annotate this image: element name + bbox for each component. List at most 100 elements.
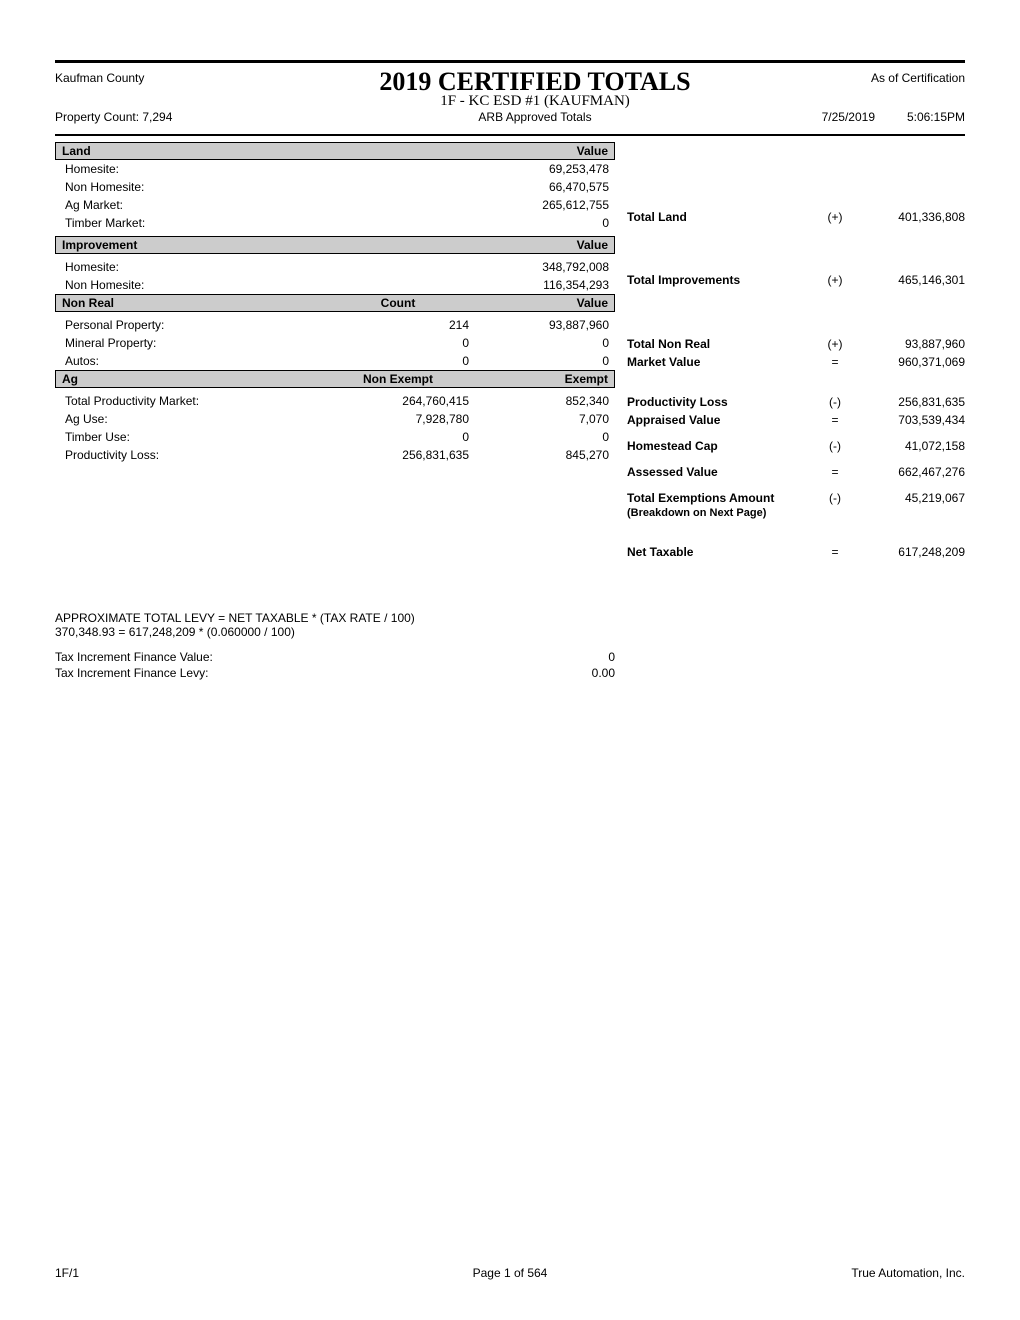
table-row: Mineral Property: 0 0 xyxy=(55,334,615,352)
row-label: Productivity Loss: xyxy=(65,448,329,462)
table-row: Non Homesite: 66,470,575 xyxy=(55,178,615,196)
row-value: 0 xyxy=(469,216,609,230)
levy-formula-1: APPROXIMATE TOTAL LEVY = NET TAXABLE * (… xyxy=(55,611,965,625)
exemption-sub: (Breakdown on Next Page) xyxy=(627,507,766,519)
table-row: Personal Property: 214 93,887,960 xyxy=(55,316,615,334)
report-page: Kaufman County 2019 CERTIFIED TOTALS As … xyxy=(0,0,1020,1320)
summary-value: 465,146,301 xyxy=(855,273,965,287)
summary-value: 617,248,209 xyxy=(855,545,965,559)
summary-value: 93,887,960 xyxy=(855,337,965,351)
row-label: Timber Use: xyxy=(65,430,329,444)
table-row: Timber Use: 0 0 xyxy=(55,428,615,446)
table-row: Total Productivity Market: 264,760,415 8… xyxy=(55,392,615,410)
summary-row: Appraised Value = 703,539,434 xyxy=(627,411,965,429)
row-exempt: 845,270 xyxy=(469,448,609,462)
summary-row: Net Taxable = 617,248,209 xyxy=(627,543,965,561)
summary-value: 45,219,067 xyxy=(855,491,965,519)
row-nonexempt: 7,928,780 xyxy=(329,412,469,426)
entity-name: 1F - KC ESD #1 (KAUFMAN) xyxy=(305,93,765,110)
row-nonexempt: 264,760,415 xyxy=(329,394,469,408)
row-label: Total Productivity Market: xyxy=(65,394,329,408)
row-exempt: 7,070 xyxy=(469,412,609,426)
row-value: 69,253,478 xyxy=(469,162,609,176)
summary-value: 662,467,276 xyxy=(855,465,965,479)
row-value: 66,470,575 xyxy=(469,180,609,194)
row-label: Homesite: xyxy=(65,162,469,176)
summary-op: (-) xyxy=(815,491,855,519)
summary-row: Productivity Loss (-) 256,831,635 xyxy=(627,393,965,411)
page-footer: 1F/1 Page 1 of 564 True Automation, Inc. xyxy=(55,1266,965,1280)
summary-label: Total Non Real xyxy=(627,337,815,351)
summary-value: 401,336,808 xyxy=(855,210,965,224)
non-real-header-label: Non Real xyxy=(62,296,328,310)
summary-op: (+) xyxy=(815,273,855,287)
row-value: 265,612,755 xyxy=(469,198,609,212)
row-label: Non Homesite: xyxy=(65,180,469,194)
table-row: Ag Market: 265,612,755 xyxy=(55,196,615,214)
levy-label: Tax Increment Finance Levy: xyxy=(55,666,455,680)
ag-header-label: Ag xyxy=(62,372,328,386)
summary-label: Productivity Loss xyxy=(627,395,815,409)
summary-label: Total Improvements xyxy=(627,273,815,287)
table-row: Ag Use: 7,928,780 7,070 xyxy=(55,410,615,428)
row-exempt: 852,340 xyxy=(469,394,609,408)
row-label: Timber Market: xyxy=(65,216,469,230)
levy-value: 0 xyxy=(455,650,615,664)
row-value: 116,354,293 xyxy=(469,278,609,292)
summary-op: (+) xyxy=(815,337,855,351)
row-count: 0 xyxy=(329,336,469,350)
row-value: 93,887,960 xyxy=(469,318,609,332)
summary-label: Total Land xyxy=(627,210,815,224)
ag-header-exempt: Exempt xyxy=(468,372,608,386)
summary-label: Total Exemptions Amount (Breakdown on Ne… xyxy=(627,491,815,519)
summary-op: = xyxy=(815,413,855,427)
table-row: Homesite: 348,792,008 xyxy=(55,258,615,276)
right-column: Total Land (+) 401,336,808 Total Improve… xyxy=(627,142,965,561)
row-count: 214 xyxy=(329,318,469,332)
summary-value: 960,371,069 xyxy=(855,355,965,369)
levy-block: APPROXIMATE TOTAL LEVY = NET TAXABLE * (… xyxy=(55,611,965,681)
levy-label: Tax Increment Finance Value: xyxy=(55,650,455,664)
row-label: Autos: xyxy=(65,354,329,368)
report-time: 5:06:15PM xyxy=(875,110,965,124)
summary-row: Homestead Cap (-) 41,072,158 xyxy=(627,437,965,455)
row-value: 0 xyxy=(469,336,609,350)
summary-row: Total Exemptions Amount (Breakdown on Ne… xyxy=(627,489,965,521)
improvement-header: Improvement Value xyxy=(55,236,615,254)
table-row: Timber Market: 0 xyxy=(55,214,615,232)
summary-op: = xyxy=(815,465,855,479)
row-label: Mineral Property: xyxy=(65,336,329,350)
mid-rule xyxy=(55,134,965,136)
row-label: Homesite: xyxy=(65,260,469,274)
ag-header-nonexempt: Non Exempt xyxy=(328,372,468,386)
county-label: Kaufman County xyxy=(55,67,305,85)
summary-value: 41,072,158 xyxy=(855,439,965,453)
summary-op: = xyxy=(815,545,855,559)
sub-header-block: Property Count: 7,294 1F - KC ESD #1 (KA… xyxy=(55,93,965,124)
approval-line: ARB Approved Totals xyxy=(305,110,765,124)
non-real-header-value: Value xyxy=(468,296,608,310)
content-grid: Land Value Homesite: 69,253,478 Non Home… xyxy=(55,142,965,561)
summary-row: Market Value = 960,371,069 xyxy=(627,353,965,371)
summary-label: Homestead Cap xyxy=(627,439,815,453)
table-row: Autos: 0 0 xyxy=(55,352,615,370)
summary-op: (-) xyxy=(815,439,855,453)
exemption-label: Total Exemptions Amount xyxy=(627,491,774,505)
summary-op: (+) xyxy=(815,210,855,224)
summary-label: Appraised Value xyxy=(627,413,815,427)
report-date: 7/25/2019 xyxy=(765,110,875,124)
land-header-value: Value xyxy=(468,144,608,158)
table-row: Non Homesite: 116,354,293 xyxy=(55,276,615,294)
row-label: Ag Use: xyxy=(65,412,329,426)
row-label: Ag Market: xyxy=(65,198,469,212)
levy-row: Tax Increment Finance Value: 0 xyxy=(55,649,965,665)
summary-row: Total Land (+) 401,336,808 xyxy=(627,208,965,226)
summary-row: Assessed Value = 662,467,276 xyxy=(627,463,965,481)
row-count: 0 xyxy=(329,354,469,368)
top-rule xyxy=(55,60,965,63)
ag-header: Ag Non Exempt Exempt xyxy=(55,370,615,388)
row-nonexempt: 256,831,635 xyxy=(329,448,469,462)
summary-op: (-) xyxy=(815,395,855,409)
summary-label: Assessed Value xyxy=(627,465,815,479)
summary-row: Total Improvements (+) 465,146,301 xyxy=(627,271,965,289)
